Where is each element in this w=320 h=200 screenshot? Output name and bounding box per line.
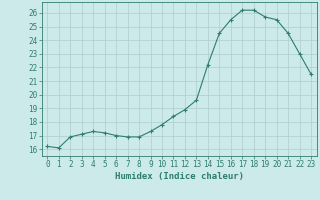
- X-axis label: Humidex (Indice chaleur): Humidex (Indice chaleur): [115, 172, 244, 181]
